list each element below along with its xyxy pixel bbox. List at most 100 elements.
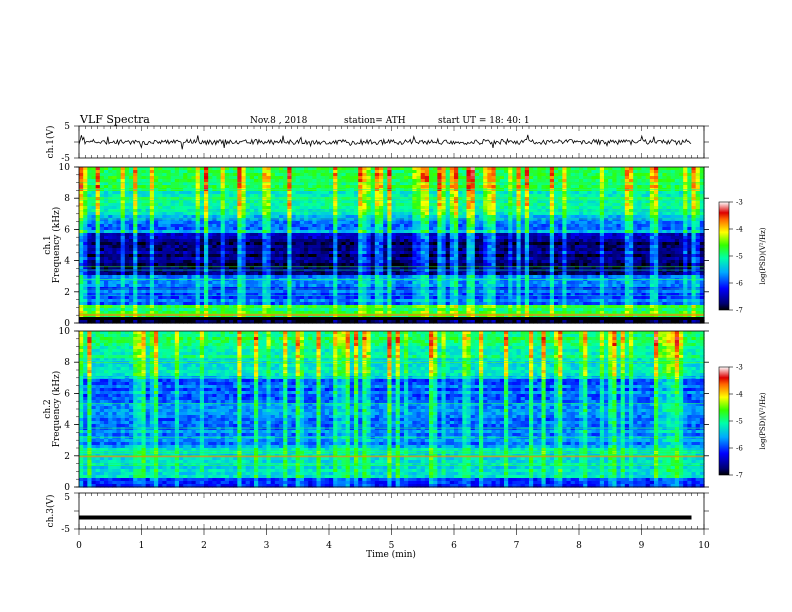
spec1-cell: [416, 218, 422, 222]
spec1-cell: [362, 221, 368, 225]
spec1-cell: [554, 197, 559, 201]
spec1-cell: [291, 227, 297, 231]
spec1-cell: [554, 215, 559, 219]
spec1-cell: [283, 179, 288, 183]
spec1-cell: [270, 230, 276, 234]
spec1-cell: [366, 179, 372, 183]
spec1-cell: [495, 218, 501, 222]
spec1-cell: [412, 197, 418, 201]
spec1-cell: [558, 200, 563, 204]
spec1-cell: [595, 173, 601, 177]
spec1-cell: [283, 236, 288, 240]
spec1-cell: [562, 167, 568, 171]
spec1-cell: [470, 203, 476, 207]
spec1-cell: [454, 206, 459, 210]
spec1-cell: [95, 173, 101, 177]
spec1-cell: [329, 179, 334, 183]
spec1-cell: [220, 173, 226, 177]
spec1-cell: [337, 212, 343, 216]
spec1-cell: [245, 233, 251, 237]
spec1-cell: [287, 224, 293, 228]
spec1-cell: [479, 233, 484, 237]
spec1-cell: [145, 212, 151, 216]
spec1-cell: [549, 167, 555, 171]
spec1-cell: [320, 212, 326, 216]
spec1-cell: [649, 212, 655, 216]
spec1-cell: [499, 203, 505, 207]
spec1-cell: [579, 197, 584, 201]
spec1-cell: [404, 170, 409, 174]
spec1-cell: [674, 218, 680, 222]
spec1-cell: [166, 179, 172, 183]
spec1-cell: [549, 176, 555, 180]
spec1-cell: [549, 215, 555, 219]
spec1-cell: [145, 176, 151, 180]
spec1-cell: [304, 224, 309, 228]
spec1-cell: [329, 194, 334, 198]
spec1-cell: [216, 182, 222, 186]
spec1-cell: [304, 185, 309, 189]
spec1-cell: [379, 200, 384, 204]
spec1-cell: [612, 188, 618, 192]
spec1-cell: [574, 176, 580, 180]
spec1-cell: [666, 182, 672, 186]
spec1-cell: [616, 227, 622, 231]
spec1-cell: [495, 170, 501, 174]
spec1-cell: [108, 197, 113, 201]
ch1-ylabel: ch.1(V): [45, 126, 56, 159]
spec1-cell: [187, 200, 193, 204]
spec1-cell: [320, 236, 326, 240]
spec1-cell: [695, 194, 701, 198]
spec1-cell: [483, 200, 488, 204]
spec1-cell: [162, 182, 168, 186]
spec1-cell: [691, 170, 697, 174]
spec1-cell: [179, 191, 184, 195]
spec1-cell: [620, 182, 626, 186]
spec1-cell: [674, 191, 680, 195]
spec1-cell: [99, 191, 105, 195]
spec1-cell: [454, 182, 459, 186]
spec1-cell: [474, 224, 480, 228]
spec1-cell: [629, 197, 634, 201]
spec1-cell: [349, 170, 355, 174]
spec1-cell: [154, 197, 159, 201]
spec1-cell: [524, 212, 530, 216]
spec1-cell: [370, 179, 376, 183]
spec1-cell: [454, 233, 459, 237]
spec1-cell: [149, 167, 155, 171]
spec1-cell: [270, 194, 276, 198]
spec1-cell: [433, 167, 438, 171]
spec1-cell: [554, 221, 559, 225]
spec1-cell: [254, 206, 259, 210]
spec1-cell: [633, 206, 638, 210]
spec1-cell: [387, 200, 393, 204]
spec1-cell: [691, 233, 697, 237]
spec1-cell: [195, 236, 201, 240]
spec1-cell: [212, 194, 218, 198]
spec1-cell: [454, 188, 459, 192]
spec1-cell: [399, 170, 405, 174]
spec1-cell: [233, 221, 238, 225]
spec1-cell: [262, 197, 268, 201]
spec1-cell: [491, 188, 497, 192]
spec1-cell: [504, 227, 509, 231]
spec1-cell: [162, 188, 168, 192]
spec1-cell: [266, 173, 272, 177]
spec1-cell: [695, 197, 701, 201]
spec1-cell: [141, 170, 147, 174]
spec1-cell: [687, 173, 693, 177]
spec1-cell: [608, 227, 613, 231]
spec1-cell: [554, 167, 559, 171]
spec1-cell: [337, 230, 343, 234]
spec1-cell: [495, 215, 501, 219]
spec1-cell: [558, 218, 563, 222]
spec1-cell: [345, 230, 351, 234]
spec1-cell: [441, 236, 447, 240]
spec1-cell: [262, 176, 268, 180]
spec1-cell: [220, 227, 226, 231]
spec1-cell: [141, 236, 147, 240]
spec1-cell: [320, 188, 326, 192]
spec1-cell: [229, 170, 234, 174]
spec1-cell: [312, 179, 318, 183]
spec1-cell: [229, 224, 234, 228]
